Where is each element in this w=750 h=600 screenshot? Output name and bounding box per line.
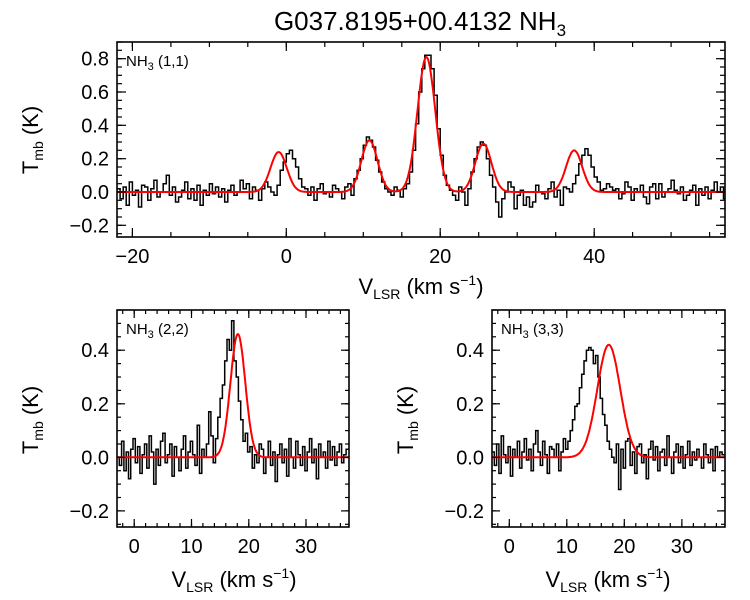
x-axis-label-close: ): [289, 567, 296, 592]
x-axis-label-subscript: LSR: [186, 579, 213, 595]
x-axis-label-symbol: V: [545, 567, 560, 592]
panel-nh3-33: 0 10 20 30 −0.2 0.0 0.2 0.4 NH3 (3,3) VLSR (km s−…: [393, 309, 726, 595]
figure-title-main: G037.8195+00.4132 NH: [274, 6, 557, 36]
x-tick-label: 30: [671, 536, 693, 558]
panel-label-subscript: 3: [523, 329, 529, 341]
x-axis-label-superscript: −1: [647, 565, 663, 581]
y-axis-label-symbol: T: [393, 441, 418, 454]
x-axis-label-subscript: LSR: [373, 286, 400, 302]
panel-label-subscript: 3: [148, 329, 154, 341]
x-axis-label-units: (km s: [587, 567, 647, 592]
x-axis-label-symbol: V: [171, 567, 186, 592]
y-tick-label: 0.4: [81, 115, 109, 137]
y-axis-label: Tmb (K): [18, 386, 46, 454]
y-axis-label-units: (K): [18, 386, 43, 421]
gaussian-fit-curve: [492, 343, 725, 459]
y-tick-label: 0.0: [81, 182, 109, 204]
panel-label: NH3 (2,2): [126, 321, 189, 341]
panel-label-species: NH: [501, 321, 523, 338]
plot-frame: [116, 309, 350, 528]
y-axis-label: Tmb (K): [393, 386, 421, 454]
gaussian-fit-curve: [117, 55, 725, 193]
x-axis-label-subscript: LSR: [560, 579, 587, 595]
plot-frame: [116, 41, 726, 238]
figure-title-subscript: 3: [557, 21, 566, 40]
x-tick-label: 0: [129, 536, 140, 558]
x-tick-label: 0: [281, 246, 292, 268]
figure-title: G037.8195+00.4132 NH3: [274, 6, 566, 40]
panel-label-transition: (3,3): [529, 321, 564, 338]
x-axis-label-close: ): [476, 274, 483, 299]
y-tick-label: −0.2: [70, 501, 109, 523]
panel-label-subscript: 3: [148, 61, 154, 73]
x-tick-label: 40: [583, 246, 605, 268]
y-axis-label-subscript: mb: [405, 421, 421, 441]
x-axis-label: VLSR (km s−1): [545, 565, 670, 595]
x-axis-label-superscript: −1: [273, 565, 289, 581]
x-tick-label: −20: [115, 246, 149, 268]
y-tick-label: −0.2: [70, 215, 109, 237]
y-tick-label: 0.0: [456, 447, 484, 469]
x-axis-label-units: (km s: [400, 274, 460, 299]
x-tick-label: 0: [504, 536, 515, 558]
y-tick-label: 0.2: [456, 394, 484, 416]
x-axis-label-units: (km s: [213, 567, 273, 592]
y-tick-label: 0.6: [81, 82, 109, 104]
y-tick-label: −0.2: [445, 501, 484, 523]
x-tick-label: 20: [613, 536, 635, 558]
y-tick-label: 0.4: [81, 340, 109, 362]
y-axis-label-symbol: T: [18, 441, 43, 454]
panel-nh3-22: 0 10 20 30 −0.2 0.0 0.2 0.4 NH3 (2,2) VLSR (km s−…: [18, 309, 350, 595]
y-axis-label-symbol: T: [18, 161, 43, 174]
x-tick-label: 10: [556, 536, 578, 558]
x-axis-label: VLSR (km s−1): [171, 565, 296, 595]
x-tick-label: 30: [295, 536, 317, 558]
y-axis-label-subscript: mb: [30, 141, 46, 161]
y-tick-label: 0.2: [81, 394, 109, 416]
panel-label: NH3 (1,1): [126, 53, 189, 73]
y-tick-label: 0.2: [81, 149, 109, 171]
x-axis-label: VLSR (km s−1): [358, 272, 483, 302]
y-axis-label-subscript: mb: [30, 421, 46, 441]
y-tick-label: 0.8: [81, 49, 109, 71]
panel-label: NH3 (3,3): [501, 321, 564, 341]
observed-spectrum: [117, 319, 349, 485]
y-axis-label-units: (K): [18, 106, 43, 141]
panel-label-transition: (1,1): [154, 53, 189, 70]
panel-label-transition: (2,2): [154, 321, 189, 338]
plot-frame: [491, 309, 726, 528]
y-axis-label-units: (K): [393, 386, 418, 421]
x-axis-label-superscript: −1: [460, 272, 476, 288]
x-axis-label-symbol: V: [358, 274, 373, 299]
x-tick-label: 20: [238, 536, 260, 558]
x-tick-label: 10: [180, 536, 202, 558]
panel-label-species: NH: [126, 53, 148, 70]
panel-nh3-11: −20 0 20 40 −0.2 0.0 0.2 0.4 0.6 0.8 NH3 (1,1) VLSR…: [18, 41, 726, 302]
x-tick-label: 20: [429, 246, 451, 268]
y-axis-label: Tmb (K): [18, 106, 46, 174]
panel-label-species: NH: [126, 321, 148, 338]
gaussian-fit-curve: [117, 333, 349, 459]
y-tick-label: 0.0: [81, 447, 109, 469]
observed-spectrum: [117, 54, 725, 218]
y-tick-label: 0.4: [456, 340, 484, 362]
observed-spectrum: [492, 346, 725, 491]
x-axis-label-close: ): [663, 567, 670, 592]
